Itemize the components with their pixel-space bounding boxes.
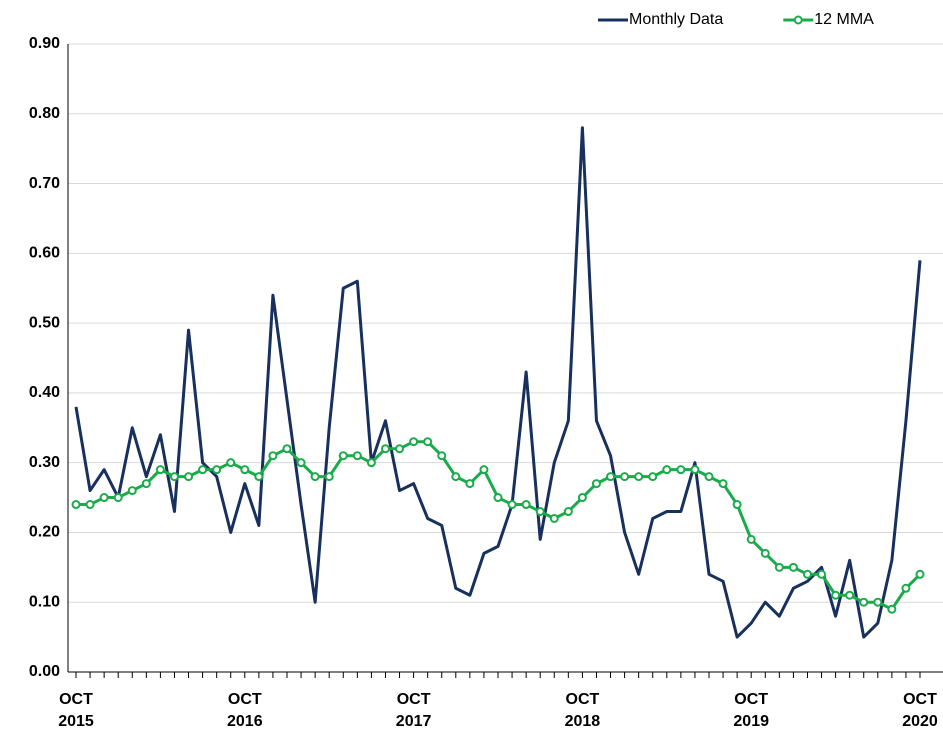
series-marker — [282, 444, 292, 454]
series-marker — [746, 534, 756, 544]
x-tick-label: OCT 2017 — [396, 691, 432, 730]
x-tick-label-line: OCT — [903, 691, 937, 708]
series-marker — [915, 569, 925, 579]
series-marker — [620, 472, 630, 482]
series-marker — [169, 472, 179, 482]
series-marker — [198, 465, 208, 475]
x-tick-label-line: 2020 — [902, 713, 938, 730]
series-marker — [774, 562, 784, 572]
x-tick-label: OCT 2016 — [227, 691, 263, 730]
series-marker — [409, 437, 419, 447]
x-tick-label-line: 2016 — [227, 713, 263, 730]
series-marker — [873, 597, 883, 607]
y-tick-label: 0.20 — [29, 524, 60, 541]
series-marker — [254, 472, 264, 482]
series-marker — [760, 548, 770, 558]
y-tick-label: 0.00 — [29, 663, 60, 680]
series-marker — [549, 513, 559, 523]
series-marker — [113, 493, 123, 503]
series-marker — [451, 472, 461, 482]
series-line — [74, 126, 922, 639]
series-marker — [802, 569, 812, 579]
series-marker — [718, 479, 728, 489]
series-marker — [352, 451, 362, 461]
x-tick-label-line: OCT — [228, 691, 262, 708]
x-tick-label-line: OCT — [734, 691, 768, 708]
series-marker — [85, 500, 95, 510]
series-marker — [831, 590, 841, 600]
x-tick-label-line: 2017 — [396, 713, 432, 730]
x-tick-label-line: 2019 — [733, 713, 769, 730]
series-marker — [338, 451, 348, 461]
series-marker — [212, 465, 222, 475]
legend-label: 12 MMA — [814, 11, 874, 28]
x-tick-label-line: 2018 — [565, 713, 601, 730]
series-marker — [437, 451, 447, 461]
series-marker — [465, 479, 475, 489]
series-marker — [521, 500, 531, 510]
series-marker — [493, 493, 503, 503]
series-marker — [268, 451, 278, 461]
series-marker — [141, 479, 151, 489]
y-tick-label: 0.90 — [29, 35, 60, 52]
series-marker — [240, 465, 250, 475]
y-tick-label: 0.70 — [29, 175, 60, 192]
series-marker — [606, 472, 616, 482]
x-tick-label: OCT 2015 — [58, 691, 94, 730]
series-marker — [296, 458, 306, 468]
series-marker — [380, 444, 390, 454]
series-marker — [591, 479, 601, 489]
series-marker — [479, 465, 489, 475]
y-tick-label: 0.40 — [29, 384, 60, 401]
x-tick-label: OCT 2018 — [565, 691, 601, 730]
series-marker — [324, 472, 334, 482]
series-marker — [155, 465, 165, 475]
y-tick-label: 0.30 — [29, 454, 60, 471]
x-tick-label-line: OCT — [59, 691, 93, 708]
series-marker — [366, 458, 376, 468]
series-marker — [71, 500, 81, 510]
series-marker — [676, 465, 686, 475]
legend-label: Monthly Data — [629, 11, 723, 28]
y-tick-label: 0.50 — [29, 314, 60, 331]
y-tick-label: 0.10 — [29, 593, 60, 610]
x-tick-label: OCT 2020 — [902, 691, 938, 730]
y-tick-label: 0.80 — [29, 105, 60, 122]
y-tick-label: 0.60 — [29, 245, 60, 262]
series-marker — [184, 472, 194, 482]
series-marker — [662, 465, 672, 475]
series-marker — [690, 465, 700, 475]
series-marker — [577, 493, 587, 503]
x-tick-label-line: OCT — [566, 691, 600, 708]
series-marker — [732, 500, 742, 510]
series-marker — [648, 472, 658, 482]
series-marker — [99, 493, 109, 503]
series-marker — [563, 507, 573, 517]
series-marker — [901, 583, 911, 593]
series-marker — [395, 444, 405, 454]
x-tick-label-line: OCT — [397, 691, 431, 708]
x-tick-label: OCT 2019 — [733, 691, 769, 730]
series-marker — [535, 507, 545, 517]
series-marker — [788, 562, 798, 572]
series-marker — [310, 472, 320, 482]
series-marker — [127, 486, 137, 496]
series-marker — [704, 472, 714, 482]
legend-marker — [793, 15, 803, 25]
series-marker — [507, 500, 517, 510]
series-marker — [845, 590, 855, 600]
series-marker — [226, 458, 236, 468]
series-marker — [423, 437, 433, 447]
series-marker — [817, 569, 827, 579]
series-marker — [887, 604, 897, 614]
series-marker — [634, 472, 644, 482]
x-tick-label-line: 2015 — [58, 713, 94, 730]
series-marker — [859, 597, 869, 607]
